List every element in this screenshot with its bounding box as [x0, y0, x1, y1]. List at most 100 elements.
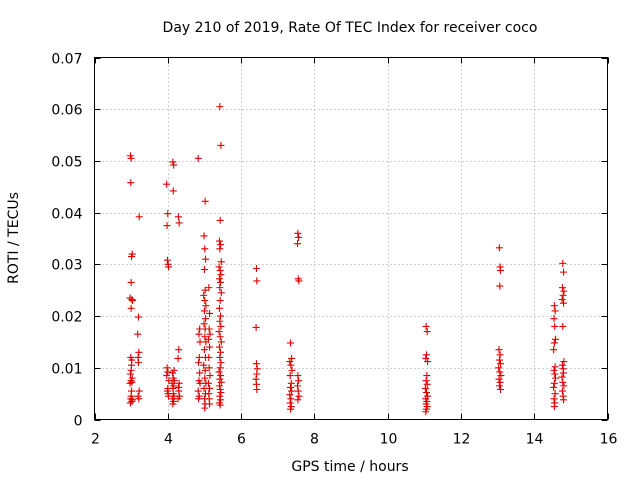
data-point	[134, 359, 142, 367]
data-point	[558, 284, 566, 292]
data-point	[550, 346, 558, 354]
data-point	[496, 368, 504, 376]
data-point	[201, 197, 209, 205]
data-point	[550, 315, 558, 323]
data-point	[135, 348, 143, 356]
data-point	[295, 392, 303, 400]
data-point	[204, 335, 212, 343]
data-point	[174, 354, 182, 362]
data-point	[294, 240, 302, 248]
data-point	[196, 338, 204, 346]
data-point	[164, 368, 172, 376]
data-point	[550, 403, 558, 411]
data-point	[135, 213, 143, 221]
data-point	[201, 333, 209, 341]
data-point	[216, 386, 224, 394]
data-point	[423, 328, 431, 336]
data-point	[126, 399, 134, 407]
data-point	[216, 317, 224, 325]
y-tick-label: 0.04	[51, 207, 82, 223]
y-tick-label: 0.07	[51, 52, 82, 68]
data-point	[497, 267, 505, 275]
data-point	[286, 372, 294, 380]
data-point	[128, 397, 136, 405]
data-point	[170, 161, 178, 169]
data-point	[206, 372, 214, 380]
data-point	[422, 322, 430, 330]
data-point	[194, 154, 202, 162]
x-tick-label: 14	[526, 432, 544, 448]
data-point	[560, 382, 568, 390]
data-point	[215, 304, 223, 312]
data-point	[295, 377, 303, 385]
data-point	[128, 253, 136, 261]
data-point	[216, 245, 224, 253]
data-point	[128, 296, 136, 304]
data-point	[217, 348, 225, 356]
data-point	[551, 363, 559, 371]
data-point	[196, 379, 204, 387]
data-point	[560, 396, 568, 404]
data-point	[550, 379, 558, 387]
data-point	[560, 268, 568, 276]
data-point	[163, 372, 171, 380]
data-point	[174, 213, 182, 221]
data-point	[217, 312, 225, 320]
data-point	[559, 259, 567, 267]
data-point	[495, 356, 503, 364]
data-point	[202, 315, 210, 323]
data-points	[126, 103, 568, 416]
data-point	[195, 395, 203, 403]
data-point	[497, 372, 505, 380]
data-point	[205, 325, 213, 333]
data-point	[200, 266, 208, 274]
x-tick-label: 8	[310, 432, 319, 448]
y-tick-label: 0.06	[51, 103, 82, 119]
data-point	[252, 264, 260, 272]
data-point	[550, 395, 558, 403]
data-point	[287, 405, 295, 413]
x-tick-label: 2	[91, 432, 100, 448]
data-point	[169, 187, 177, 195]
data-point	[175, 346, 183, 354]
data-point	[421, 384, 429, 392]
data-point	[294, 387, 302, 395]
data-point	[205, 353, 213, 361]
data-point	[195, 359, 203, 367]
data-point	[200, 232, 208, 240]
data-point	[217, 378, 225, 386]
data-point	[163, 256, 171, 264]
data-point	[127, 179, 135, 187]
data-point	[134, 313, 142, 321]
data-point	[559, 378, 567, 386]
data-point	[497, 386, 505, 394]
data-point	[253, 370, 261, 378]
data-point	[217, 289, 225, 297]
data-point	[558, 361, 566, 369]
data-point	[205, 284, 213, 292]
data-point	[206, 343, 214, 351]
data-point	[163, 222, 171, 230]
data-point	[216, 216, 224, 224]
data-point	[126, 370, 134, 378]
data-point	[560, 358, 568, 366]
data-point	[200, 361, 208, 369]
data-point	[295, 233, 303, 241]
data-point	[163, 180, 171, 188]
plot-frame	[94, 57, 608, 420]
data-point	[195, 330, 203, 338]
data-point	[175, 387, 183, 395]
data-point	[195, 353, 203, 361]
data-point	[550, 366, 558, 374]
y-tick-label: 0.01	[51, 362, 82, 378]
data-point	[422, 389, 430, 397]
data-point	[175, 379, 183, 387]
data-point	[422, 354, 430, 362]
data-point	[558, 387, 566, 395]
data-point	[201, 286, 209, 294]
y-tick-label: 0.05	[51, 155, 82, 171]
data-point	[201, 404, 209, 412]
data-point	[294, 229, 302, 237]
data-point	[175, 219, 183, 227]
